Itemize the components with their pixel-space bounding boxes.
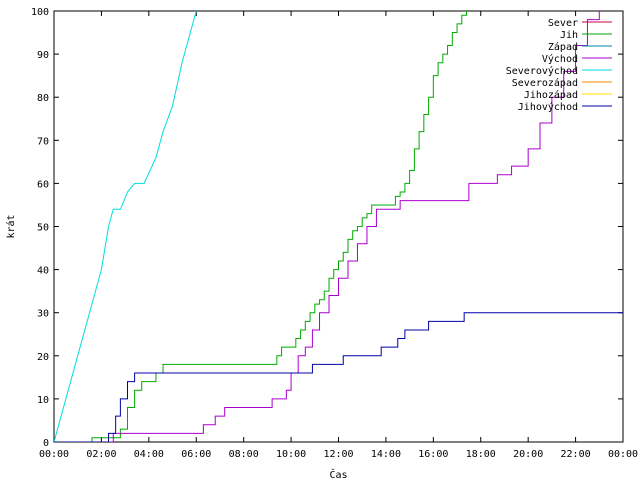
x-tick-label: 08:00: [229, 449, 259, 460]
y-tick-label: 30: [37, 309, 49, 320]
legend: SeverJihZápadVýchodSeverovýchodSeverozáp…: [506, 18, 612, 113]
y-tick-label: 60: [37, 179, 49, 190]
x-tick-label: 14:00: [371, 449, 401, 460]
y-tick-label: 90: [37, 50, 49, 61]
x-tick-label: 12:00: [323, 449, 353, 460]
y-tick-label: 10: [37, 395, 49, 406]
x-tick-label: 10:00: [276, 449, 306, 460]
x-axis-title: Čas: [329, 468, 347, 480]
x-tick-label: 04:00: [134, 449, 164, 460]
series-line-vychod: [54, 11, 600, 442]
x-tick-label: 18:00: [466, 449, 496, 460]
legend-label: Severovýchod: [506, 65, 578, 77]
x-tick-label: 02:00: [86, 449, 116, 460]
y-tick-label: 100: [31, 7, 49, 18]
legend-label: Jihozápad: [524, 89, 578, 101]
y-tick-label: 0: [43, 438, 49, 449]
legend-label: Jihovýchod: [518, 101, 578, 113]
x-tick-label: 22:00: [561, 449, 591, 460]
legend-label: Severozápad: [512, 77, 578, 89]
y-tick-label: 50: [37, 223, 49, 234]
series-line-severovychod: [54, 11, 197, 442]
legend-label: Sever: [548, 18, 578, 29]
y-tick-label: 70: [37, 136, 49, 147]
x-tick-label: 00:00: [608, 449, 638, 460]
x-tick-label: 06:00: [181, 449, 211, 460]
legend-label: Východ: [542, 53, 578, 65]
x-tick-label: 00:00: [39, 449, 69, 460]
y-tick-label: 40: [37, 266, 49, 277]
series-line-jih: [54, 11, 468, 442]
x-tick-label: 20:00: [513, 449, 543, 460]
x-tick-label: 16:00: [418, 449, 448, 460]
y-axis-title: krát: [5, 214, 17, 238]
legend-label: Jih: [560, 30, 578, 41]
series-group: [54, 11, 623, 442]
axis-ticks: 0 10 20 30 40 50 60 70 80 90 100 00:00 02:00 04:00 06:…: [31, 7, 638, 460]
legend-label: Západ: [548, 41, 578, 53]
y-tick-label: 20: [37, 352, 49, 363]
series-line-jihovychod: [54, 312, 623, 442]
y-tick-label: 80: [37, 93, 49, 104]
